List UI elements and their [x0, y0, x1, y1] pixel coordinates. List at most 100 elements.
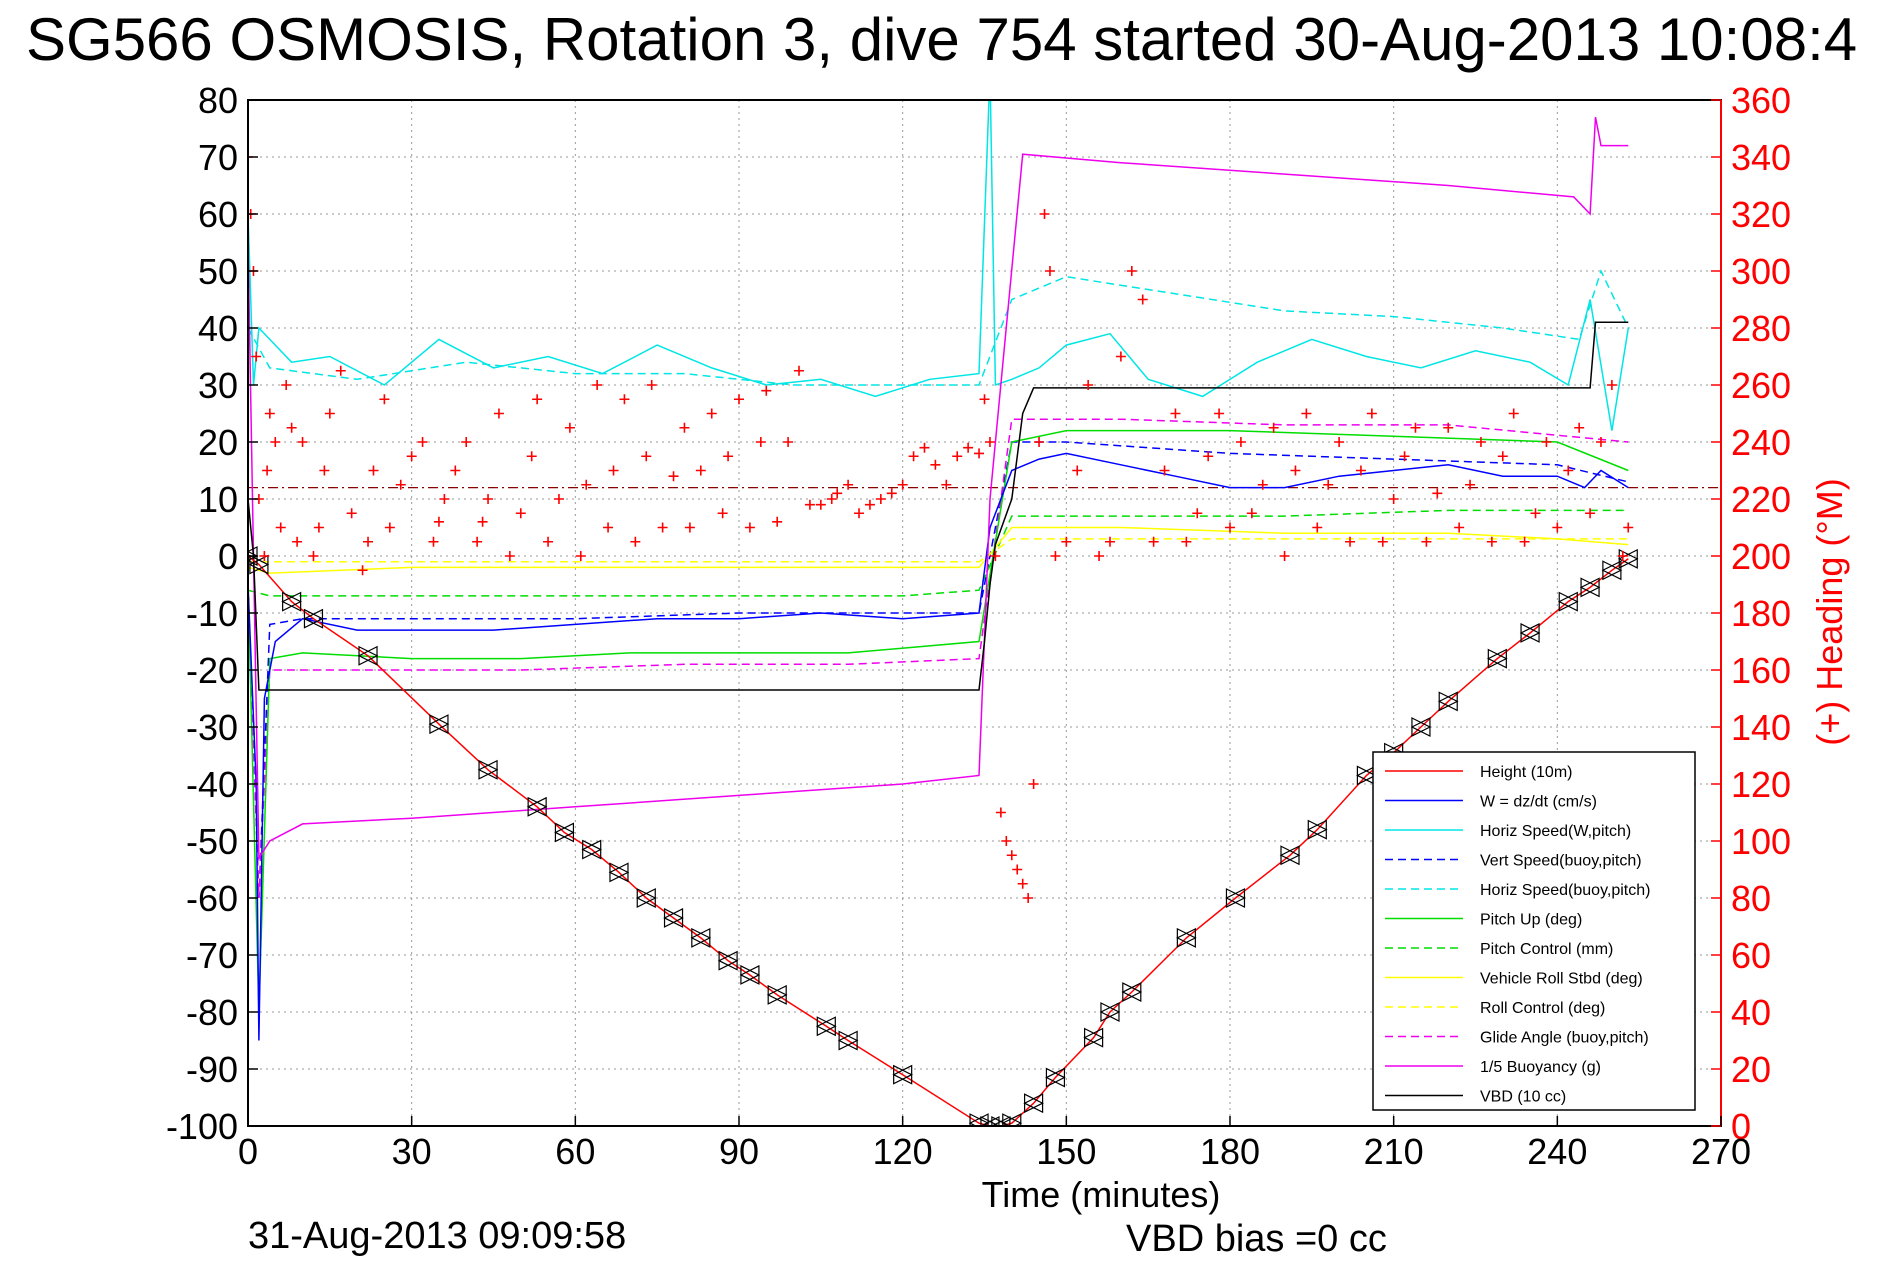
heading-point-106	[1137, 294, 1148, 305]
heading-point-127	[1366, 408, 1377, 419]
series-line-horiz-speed-buoy-pitch	[248, 268, 1629, 386]
heading-point-5	[259, 551, 270, 561]
legend-label-5: Pitch Up (deg)	[1480, 912, 1582, 929]
left-tick-label-0: 80	[198, 80, 238, 121]
heading-point-151	[1623, 522, 1634, 533]
right-axis-label: (+) Heading (°M)	[1809, 478, 1850, 745]
legend-label-2: Horiz Speed(W,pitch)	[1480, 823, 1631, 840]
height-marker-left-28	[1121, 982, 1142, 1003]
heading-point-46	[592, 380, 603, 390]
heading-point-63	[755, 437, 766, 447]
height-marker-left-15	[739, 964, 760, 985]
height-marker-left-14	[717, 950, 738, 971]
right-axis: 3603403203002802602402202001801601401201…	[1711, 80, 1791, 1147]
heading-point-72	[843, 479, 854, 490]
heading-point-128	[1377, 536, 1388, 547]
heading-point-126	[1355, 465, 1366, 476]
height-marker-left-40	[1579, 577, 1600, 598]
plot-area	[248, 100, 1721, 1126]
heading-point-30	[439, 494, 450, 504]
heading-point-109	[1170, 408, 1181, 419]
right-tick-label-18: 0	[1731, 1106, 1751, 1147]
heading-point-45	[581, 479, 592, 490]
heading-point-82	[952, 451, 963, 462]
heading-point-124	[1334, 437, 1345, 447]
height-marker-left-24	[1023, 1093, 1044, 1114]
heading-point-114	[1225, 522, 1235, 533]
heading-point-90	[1006, 850, 1017, 861]
heading-point-137	[1475, 437, 1486, 447]
right-tick-label-12: 120	[1731, 764, 1791, 805]
heading-point-3	[251, 351, 262, 362]
heading-point-116	[1246, 508, 1257, 519]
height-marker-left-31	[1279, 845, 1300, 866]
x-tick-label-9: 270	[1691, 1131, 1751, 1172]
legend-label-1: W = dz/dt (cm/s)	[1480, 794, 1597, 811]
left-tick-label-5: 30	[198, 365, 238, 406]
height-marker-left-42	[1617, 548, 1638, 569]
heading-point-60	[723, 451, 734, 462]
left-tick-label-18: -100	[166, 1106, 238, 1147]
left-tick-label-7: 10	[198, 479, 238, 520]
height-marker-left-8	[554, 822, 575, 843]
heading-point-105	[1126, 266, 1137, 276]
heading-point-42	[553, 494, 564, 504]
height-marker-left-12	[663, 907, 684, 928]
heading-point-150	[1617, 551, 1628, 561]
left-tick-label-2: 60	[198, 194, 238, 235]
heading-point-148	[1595, 437, 1606, 447]
height-marker-left-7	[526, 796, 547, 817]
heading-point-102	[1094, 551, 1105, 561]
heading-point-100	[1072, 465, 1083, 476]
height-marker-left-10	[608, 862, 629, 883]
heading-point-117	[1257, 479, 1268, 490]
heading-point-49	[619, 394, 630, 405]
x-tick-label-3: 90	[719, 1131, 759, 1172]
heading-point-35	[483, 494, 494, 504]
heading-point-83	[963, 442, 974, 453]
legend-label-9: Glide Angle (buoy,pitch)	[1480, 1030, 1649, 1047]
footer-vbd-bias: VBD bias =0 cc	[1126, 1218, 1387, 1260]
heading-point-39	[526, 451, 537, 462]
heading-point-87	[990, 551, 1001, 561]
x-tick-label-8: 240	[1527, 1131, 1587, 1172]
series-line-glide-angle-buoy-pitch	[248, 418, 1629, 899]
series-line-w-dz-dt-cm-s	[248, 452, 1629, 1041]
heading-point-111	[1192, 508, 1203, 519]
x-tick-label-6: 180	[1200, 1131, 1260, 1172]
heading-point-62	[744, 522, 755, 533]
heading-point-52	[646, 380, 657, 390]
heading-point-10	[281, 380, 292, 390]
heading-point-48	[608, 465, 619, 476]
heading-point-95	[1034, 437, 1045, 447]
legend-label-0: Height (10m)	[1480, 764, 1572, 781]
heading-point-139	[1497, 451, 1508, 462]
series-line-vehicle-roll-stbd-deg	[248, 526, 1629, 574]
heading-point-77	[897, 479, 908, 490]
heading-point-64	[761, 385, 772, 396]
height-marker-left-36	[1437, 691, 1458, 712]
heading-point-120	[1290, 465, 1301, 476]
heading-point-79	[919, 442, 930, 453]
height-marker-left-4	[357, 645, 378, 666]
heading-point-132	[1421, 536, 1432, 547]
height-marker-left-23	[1001, 1113, 1022, 1126]
x-tick-label-0: 0	[238, 1131, 258, 1172]
heading-point-135	[1454, 522, 1465, 533]
heading-point-6	[262, 465, 273, 476]
right-tick-label-6: 240	[1731, 422, 1791, 463]
heading-point-92	[1017, 878, 1028, 889]
heading-point-68	[804, 499, 815, 510]
heading-point-29	[433, 516, 444, 527]
height-marker-left-39	[1557, 591, 1578, 612]
legend-label-3: Vert Speed(buoy,pitch)	[1480, 853, 1642, 870]
heading-point-50	[630, 536, 641, 547]
heading-point-67	[794, 365, 805, 376]
series-line-height-10m	[248, 555, 1629, 1126]
heading-point-129	[1388, 494, 1399, 504]
right-tick-label-13: 100	[1731, 821, 1791, 862]
height-marker-left-13	[690, 927, 711, 948]
heading-point-21	[363, 536, 374, 547]
heading-point-36	[493, 408, 504, 419]
heading-point-136	[1465, 479, 1476, 490]
